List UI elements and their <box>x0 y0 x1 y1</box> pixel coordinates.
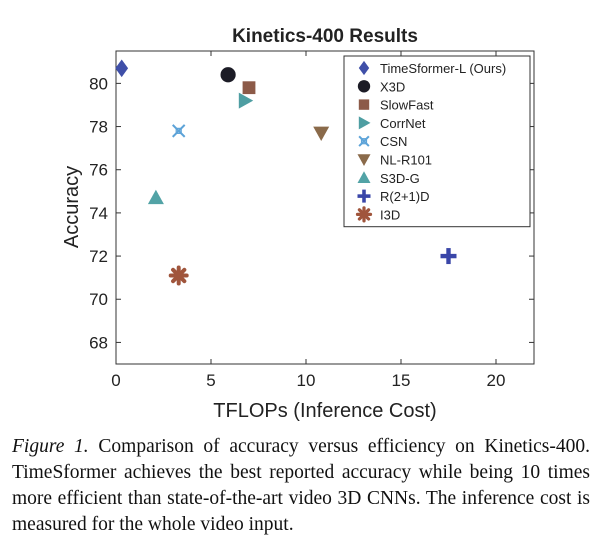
data-point-3 <box>238 92 254 109</box>
x-tick-label-2: 10 <box>297 371 316 390</box>
legend-marker-1 <box>357 80 371 93</box>
y-tick-label-0: 68 <box>89 333 108 352</box>
x-tick-label-3: 15 <box>392 371 411 390</box>
x-tick-label-1: 5 <box>206 371 215 390</box>
data-point-4 <box>171 124 186 138</box>
legend-marker-6 <box>357 171 371 183</box>
data-point-0 <box>115 59 129 78</box>
legend-marker-4 <box>358 135 370 147</box>
legend-label-0: TimeSformer-L (Ours) <box>380 61 506 76</box>
data-point-2 <box>242 81 256 95</box>
x-tick-label-4: 20 <box>487 371 506 390</box>
data-point-8 <box>168 265 189 286</box>
legend-marker-5 <box>357 154 371 166</box>
y-axis-label: Accuracy <box>61 166 83 248</box>
data-point-8-s3 <box>171 267 187 284</box>
legend-marker-4-c <box>360 138 368 145</box>
x-tick-label-0: 0 <box>111 371 120 390</box>
legend-label-7: R(2+1)D <box>380 189 430 204</box>
plot-area-frame <box>115 50 535 365</box>
legend-marker-2 <box>358 99 370 110</box>
legend-label-1: X3D <box>380 79 405 94</box>
data-point-1 <box>220 67 236 83</box>
data-point-4-c <box>175 127 182 134</box>
y-tick-label-6: 80 <box>89 74 108 93</box>
legend-marker-3 <box>358 116 371 130</box>
legend: TimeSformer-L (Ours) X3D SlowFast CorrNet CS… <box>343 55 531 228</box>
y-tick-label-2: 72 <box>89 247 108 266</box>
data-point-4-d1 <box>171 124 186 138</box>
data-point-5 <box>313 126 330 142</box>
data-points <box>115 59 457 286</box>
legend-label-5: NL-R101 <box>380 153 432 168</box>
y-tick-label-4: 76 <box>89 161 108 180</box>
x-axis-label: TFLOPs (Inference Cost) <box>213 400 436 422</box>
legend-label-4: CSN <box>380 134 407 149</box>
legend-marker-8-s3 <box>357 208 371 221</box>
legend-marker-7 <box>357 189 371 203</box>
scatter-chart: Kinetics-400 Results 0 5 10 15 20 68 70 72 74 76… <box>61 26 535 422</box>
legend-label-6: S3D-G <box>380 171 420 186</box>
data-point-6 <box>147 189 164 205</box>
legend-label-8: I3D <box>380 207 400 222</box>
legend-box <box>343 55 531 228</box>
y-tick-label-5: 78 <box>89 118 108 137</box>
x-axis: 0 5 10 15 20 <box>111 51 505 390</box>
y-tick-label-3: 74 <box>89 204 108 223</box>
legend-label-2: SlowFast <box>380 98 434 113</box>
data-point-7 <box>440 248 457 265</box>
legend-label-3: CorrNet <box>380 116 426 131</box>
chart-title: Kinetics-400 Results <box>232 26 418 47</box>
caption-label: Figure 1. <box>12 436 89 457</box>
figure-caption: Figure 1. Comparison of accuracy versus … <box>12 434 590 538</box>
y-tick-label-1: 70 <box>89 290 108 309</box>
chart-figure: Kinetics-400 Results 0 5 10 15 20 68 70 72 74 76… <box>61 26 535 422</box>
legend-marker-4-d1 <box>358 135 370 147</box>
y-axis: 68 70 72 74 76 78 80 <box>89 74 534 352</box>
legend-marker-0 <box>358 60 370 76</box>
legend-marker-8 <box>355 206 373 223</box>
caption-text: Comparison of accuracy versus efficiency… <box>12 436 590 535</box>
